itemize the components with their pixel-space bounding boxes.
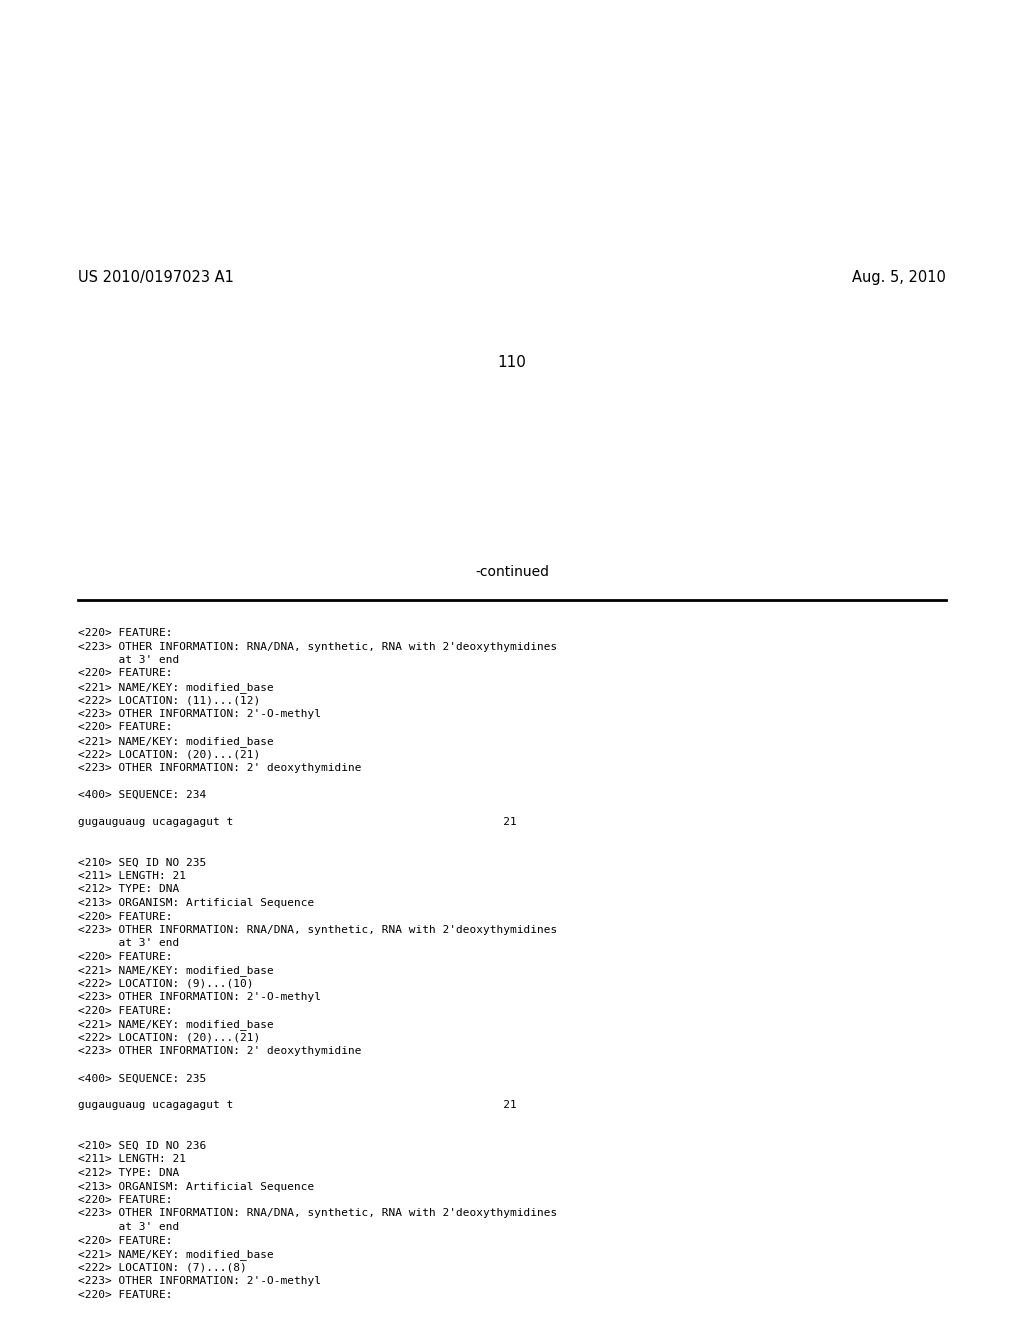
Text: US 2010/0197023 A1: US 2010/0197023 A1 (78, 271, 233, 285)
Text: <222> LOCATION: (11)...(12): <222> LOCATION: (11)...(12) (78, 696, 260, 705)
Text: <220> FEATURE:: <220> FEATURE: (78, 628, 172, 638)
Text: at 3' end: at 3' end (78, 1222, 179, 1232)
Text: <221> NAME/KEY: modified_base: <221> NAME/KEY: modified_base (78, 1249, 273, 1259)
Text: <220> FEATURE:: <220> FEATURE: (78, 912, 172, 921)
Text: <400> SEQUENCE: 234: <400> SEQUENCE: 234 (78, 789, 206, 800)
Text: <222> LOCATION: (7)...(8): <222> LOCATION: (7)...(8) (78, 1262, 247, 1272)
Text: <220> FEATURE:: <220> FEATURE: (78, 952, 172, 962)
Text: gugauguaug ucagagagut t                                        21: gugauguaug ucagagagut t 21 (78, 1101, 516, 1110)
Text: <212> TYPE: DNA: <212> TYPE: DNA (78, 1168, 179, 1177)
Text: <222> LOCATION: (9)...(10): <222> LOCATION: (9)...(10) (78, 979, 253, 989)
Text: <222> LOCATION: (20)...(21): <222> LOCATION: (20)...(21) (78, 750, 260, 759)
Text: Aug. 5, 2010: Aug. 5, 2010 (852, 271, 946, 285)
Text: <221> NAME/KEY: modified_base: <221> NAME/KEY: modified_base (78, 965, 273, 977)
Text: <221> NAME/KEY: modified_base: <221> NAME/KEY: modified_base (78, 682, 273, 693)
Text: <221> NAME/KEY: modified_base: <221> NAME/KEY: modified_base (78, 737, 273, 747)
Text: <223> OTHER INFORMATION: 2' deoxythymidine: <223> OTHER INFORMATION: 2' deoxythymidi… (78, 1047, 361, 1056)
Text: <222> LOCATION: (20)...(21): <222> LOCATION: (20)...(21) (78, 1034, 260, 1043)
Text: <220> FEATURE:: <220> FEATURE: (78, 722, 172, 733)
Text: <213> ORGANISM: Artificial Sequence: <213> ORGANISM: Artificial Sequence (78, 898, 314, 908)
Text: <210> SEQ ID NO 236: <210> SEQ ID NO 236 (78, 1140, 206, 1151)
Text: <211> LENGTH: 21: <211> LENGTH: 21 (78, 871, 185, 880)
Text: <220> FEATURE:: <220> FEATURE: (78, 668, 172, 678)
Text: 110: 110 (498, 355, 526, 370)
Text: <223> OTHER INFORMATION: 2'-O-methyl: <223> OTHER INFORMATION: 2'-O-methyl (78, 1276, 321, 1286)
Text: <212> TYPE: DNA: <212> TYPE: DNA (78, 884, 179, 895)
Text: <213> ORGANISM: Artificial Sequence: <213> ORGANISM: Artificial Sequence (78, 1181, 314, 1192)
Text: <223> OTHER INFORMATION: 2' deoxythymidine: <223> OTHER INFORMATION: 2' deoxythymidi… (78, 763, 361, 774)
Text: <220> FEATURE:: <220> FEATURE: (78, 1290, 172, 1299)
Text: <223> OTHER INFORMATION: RNA/DNA, synthetic, RNA with 2'deoxythymidines: <223> OTHER INFORMATION: RNA/DNA, synthe… (78, 1209, 557, 1218)
Text: <220> FEATURE:: <220> FEATURE: (78, 1195, 172, 1205)
Text: <211> LENGTH: 21: <211> LENGTH: 21 (78, 1155, 185, 1164)
Text: <221> NAME/KEY: modified_base: <221> NAME/KEY: modified_base (78, 1019, 273, 1031)
Text: at 3' end: at 3' end (78, 655, 179, 665)
Text: at 3' end: at 3' end (78, 939, 179, 949)
Text: <223> OTHER INFORMATION: 2'-O-methyl: <223> OTHER INFORMATION: 2'-O-methyl (78, 993, 321, 1002)
Text: <400> SEQUENCE: 235: <400> SEQUENCE: 235 (78, 1073, 206, 1084)
Text: <223> OTHER INFORMATION: RNA/DNA, synthetic, RNA with 2'deoxythymidines: <223> OTHER INFORMATION: RNA/DNA, synthe… (78, 925, 557, 935)
Text: <220> FEATURE:: <220> FEATURE: (78, 1006, 172, 1016)
Text: <223> OTHER INFORMATION: RNA/DNA, synthetic, RNA with 2'deoxythymidines: <223> OTHER INFORMATION: RNA/DNA, synthe… (78, 642, 557, 652)
Text: <223> OTHER INFORMATION: 2'-O-methyl: <223> OTHER INFORMATION: 2'-O-methyl (78, 709, 321, 719)
Text: -continued: -continued (475, 565, 549, 579)
Text: gugauguaug ucagagagut t                                        21: gugauguaug ucagagagut t 21 (78, 817, 516, 828)
Text: <220> FEATURE:: <220> FEATURE: (78, 1236, 172, 1246)
Text: <210> SEQ ID NO 235: <210> SEQ ID NO 235 (78, 858, 206, 867)
